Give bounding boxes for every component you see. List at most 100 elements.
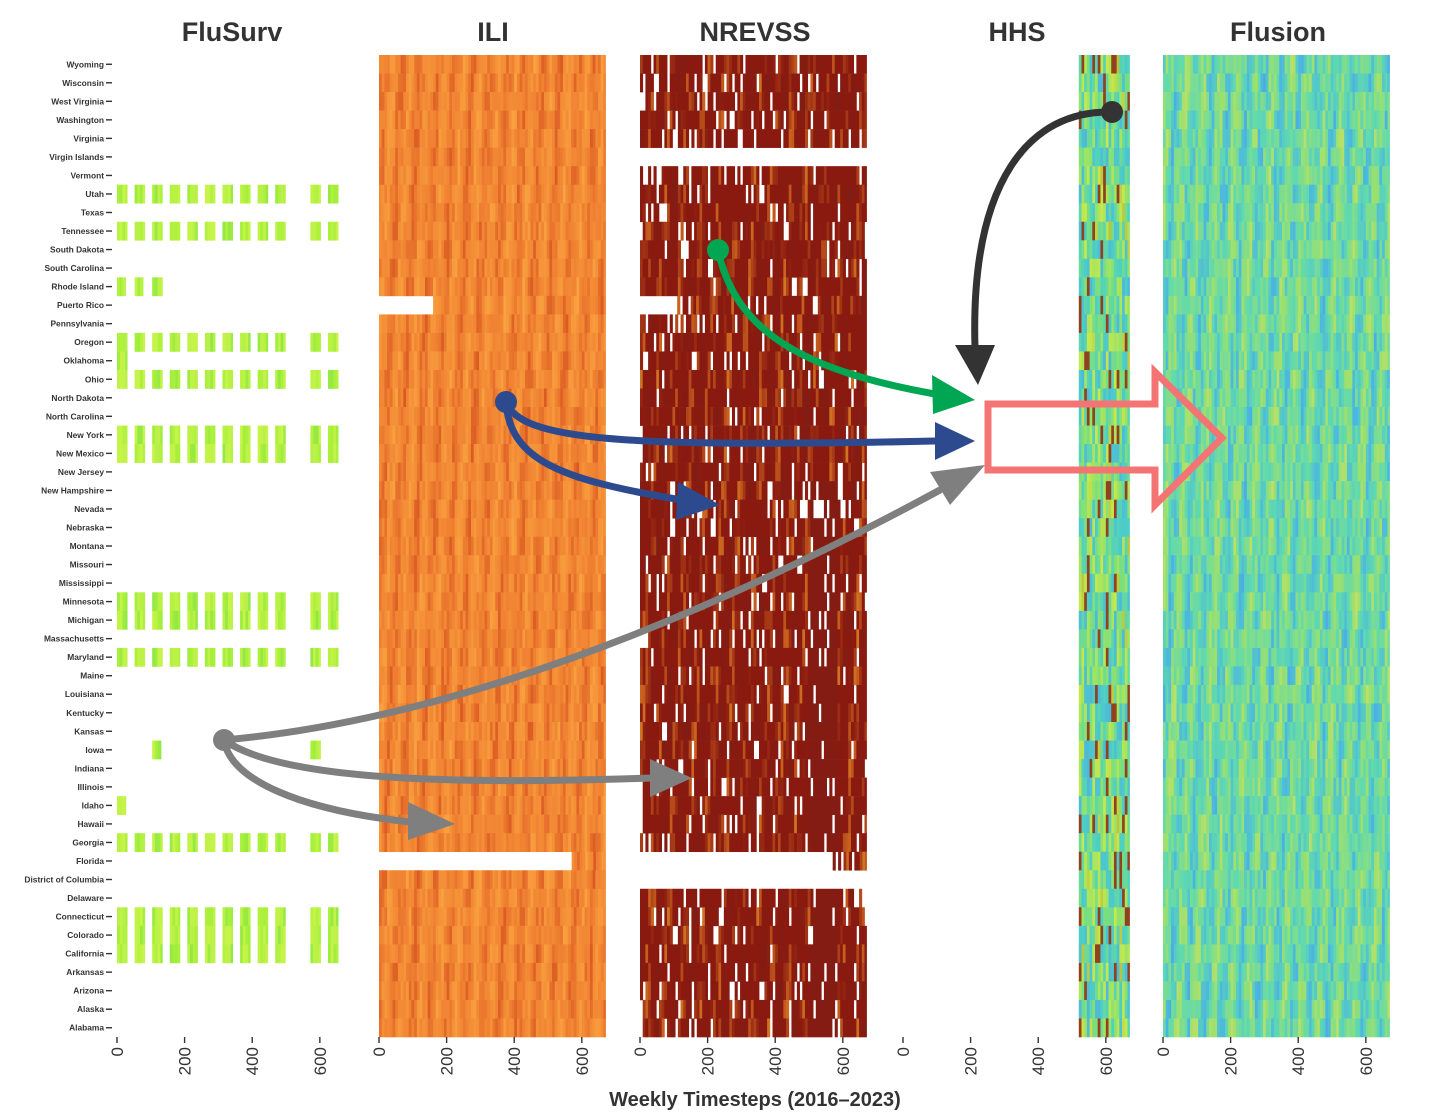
heatmap-cell	[438, 666, 442, 686]
heatmap-cell	[589, 759, 594, 778]
heatmap-cell	[495, 351, 499, 371]
heatmap-cell	[492, 481, 496, 500]
heatmap-cell	[498, 314, 502, 334]
heatmap-cell	[435, 147, 439, 167]
heatmap-cell	[579, 722, 583, 741]
heatmap-cell	[552, 536, 556, 556]
heatmap-cell	[387, 647, 391, 667]
heatmap-cell	[492, 258, 496, 278]
heatmap-cell	[438, 147, 442, 167]
heatmap-cell	[522, 629, 526, 649]
heatmap-cell	[395, 314, 399, 334]
heatmap-cell	[462, 870, 466, 890]
heatmap-cell	[403, 888, 407, 908]
heatmap-cell	[516, 295, 521, 315]
heatmap-cell	[381, 203, 385, 223]
heatmap-cell	[400, 962, 404, 982]
heatmap-cell	[473, 110, 477, 130]
heatmap-cell	[530, 462, 534, 482]
heatmap-cell	[576, 258, 580, 278]
heatmap-cell	[525, 962, 529, 982]
heatmap-cell	[525, 610, 529, 630]
heatmap-cell	[541, 147, 545, 167]
heatmap-cell	[584, 295, 588, 315]
heatmap-cell	[387, 369, 391, 389]
heatmap-cell	[584, 999, 588, 1019]
heatmap-cell	[381, 184, 385, 204]
heatmap-cell	[546, 444, 550, 463]
heatmap-cell	[195, 925, 198, 945]
heatmap-cell	[546, 647, 550, 667]
heatmap-cell	[487, 277, 491, 297]
heatmap-cell	[446, 907, 450, 927]
heatmap-cell	[213, 610, 216, 630]
heatmap-cell	[557, 647, 561, 667]
heatmap-cell	[584, 184, 588, 204]
heatmap-cell	[592, 481, 596, 500]
heatmap-cell	[154, 425, 158, 445]
heatmap-cell	[134, 944, 138, 964]
heatmap-cell	[427, 332, 431, 352]
heatmap-cell	[519, 166, 523, 185]
heatmap-cell	[557, 129, 561, 148]
heatmap-cell	[460, 481, 464, 500]
heatmap-cell	[498, 722, 502, 741]
heatmap-cell	[457, 407, 461, 426]
heatmap-cell	[119, 221, 123, 241]
heatmap-cell	[500, 870, 504, 890]
heatmap-cell	[454, 555, 458, 575]
heatmap-cell	[427, 92, 431, 111]
heatmap-cell	[516, 944, 521, 964]
heatmap-cell	[538, 833, 542, 853]
heatmap-cell	[538, 332, 542, 352]
heatmap-cell	[516, 833, 521, 853]
heatmap-cell	[389, 740, 393, 760]
heatmap-cell	[481, 999, 485, 1019]
heatmap-cell	[511, 129, 515, 148]
heatmap-cell	[443, 351, 448, 371]
heatmap-cell	[468, 92, 472, 111]
heatmap-cell	[560, 666, 564, 686]
heatmap-cell	[506, 55, 510, 74]
heatmap-cell	[579, 240, 583, 260]
heatmap-cell	[546, 240, 550, 260]
heatmap-cell	[411, 999, 415, 1019]
heatmap-cell	[454, 184, 458, 204]
heatmap-cell	[568, 740, 572, 760]
heatmap-cell	[587, 499, 591, 519]
heatmap-cell	[592, 647, 596, 667]
heatmap-cell	[454, 610, 458, 630]
heatmap-cell	[495, 962, 499, 982]
heatmap-cell	[525, 462, 529, 482]
heatmap-cell	[476, 221, 480, 241]
heatmap-cell	[549, 277, 553, 297]
heatmap-cell	[457, 518, 461, 538]
heatmap-cell	[557, 147, 561, 167]
heatmap-cell	[554, 369, 558, 389]
heatmap-cell	[424, 962, 429, 982]
heatmap-cell	[592, 962, 596, 982]
heatmap-cell	[487, 555, 491, 575]
heatmap-cell	[389, 444, 393, 463]
heatmap-cell	[508, 444, 512, 463]
heatmap-cell	[603, 295, 606, 315]
heatmap-cell	[433, 73, 437, 93]
heatmap-cell	[568, 129, 572, 148]
heatmap-cell	[503, 314, 507, 334]
heatmap-cell	[500, 425, 504, 445]
heatmap-cell	[245, 184, 249, 204]
heatmap-cell	[160, 833, 163, 853]
heatmap-cell	[408, 388, 412, 408]
heatmap-cell	[552, 518, 556, 538]
heatmap-cell	[177, 944, 181, 964]
heatmap-cell	[465, 203, 469, 223]
heatmap-cell	[487, 777, 491, 797]
heatmap-cell	[433, 295, 437, 315]
heatmap-cell	[514, 499, 518, 519]
heatmap-cell	[139, 277, 144, 297]
heatmap-cell	[462, 221, 466, 241]
heatmap-cell	[403, 147, 407, 167]
heatmap-cell	[473, 870, 477, 890]
heatmap-cell	[484, 166, 488, 185]
heatmap-cell	[481, 73, 485, 93]
